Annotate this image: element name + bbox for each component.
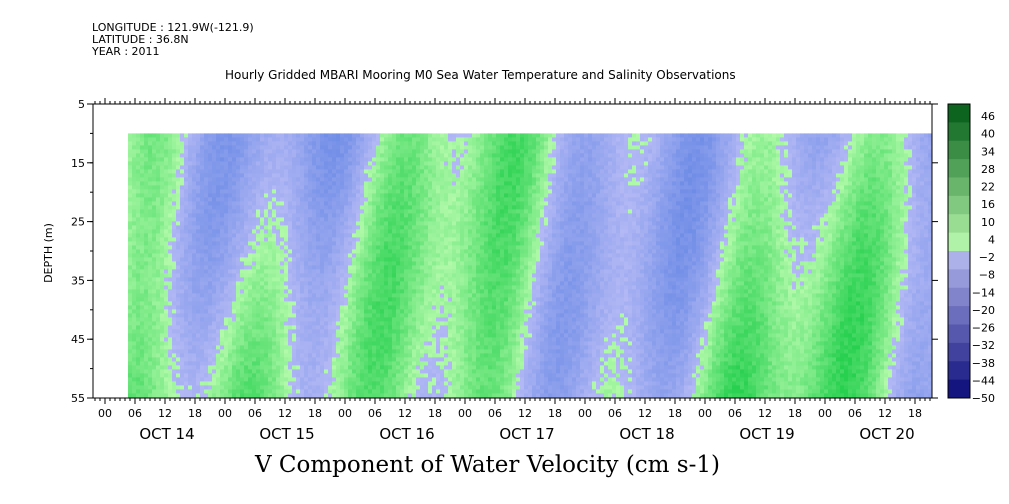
colorbar-segment bbox=[948, 269, 970, 289]
x-hour-label: 06 bbox=[248, 407, 262, 420]
colorbar-segment bbox=[948, 232, 970, 252]
x-hour-label: 06 bbox=[488, 407, 502, 420]
y-tick-label: 25 bbox=[71, 216, 85, 229]
x-hour-label: 18 bbox=[788, 407, 802, 420]
x-hour-label: 18 bbox=[668, 407, 682, 420]
x-date-label: OCT 19 bbox=[739, 425, 794, 443]
x-hour-label: 12 bbox=[158, 407, 172, 420]
colorbar-label: 22 bbox=[981, 181, 995, 194]
x-hour-label: 12 bbox=[638, 407, 652, 420]
heatmap-field bbox=[128, 133, 932, 398]
y-axis-label: DEPTH (m) bbox=[42, 223, 55, 283]
colorbar-segment bbox=[948, 104, 970, 123]
colorbar-label: −38 bbox=[972, 357, 995, 370]
y-tick-label: 45 bbox=[71, 333, 85, 346]
colorbar-label: 34 bbox=[981, 145, 995, 158]
x-hour-label: 12 bbox=[278, 407, 292, 420]
x-hour-label: 18 bbox=[548, 407, 562, 420]
x-date-label: OCT 16 bbox=[379, 425, 434, 443]
colorbar-label: −8 bbox=[979, 269, 995, 282]
x-hour-label: 06 bbox=[728, 407, 742, 420]
colorbar-label: −20 bbox=[972, 304, 995, 317]
colorbar-label: −50 bbox=[972, 392, 995, 405]
colorbar-segment bbox=[948, 140, 970, 160]
x-date-label: OCT 18 bbox=[619, 425, 674, 443]
colorbar-label: −32 bbox=[972, 339, 995, 352]
colorbar-segment bbox=[948, 177, 970, 197]
x-hour-label: 12 bbox=[398, 407, 412, 420]
x-hour-label: 12 bbox=[878, 407, 892, 420]
colorbar-label: 40 bbox=[981, 128, 995, 141]
x-hour-label: 00 bbox=[98, 407, 112, 420]
colorbar-segment bbox=[948, 361, 970, 381]
colorbar-label: −14 bbox=[972, 286, 995, 299]
longitude-label: LONGITUDE : 121.9W(-121.9) bbox=[92, 21, 254, 34]
x-hour-label: 06 bbox=[368, 407, 382, 420]
colorbar-segment bbox=[948, 195, 970, 215]
colorbar-label: −44 bbox=[972, 374, 995, 387]
x-hour-label: 12 bbox=[518, 407, 532, 420]
x-hour-label: 00 bbox=[698, 407, 712, 420]
x-hour-label: 18 bbox=[428, 407, 442, 420]
x-hour-label: 00 bbox=[578, 407, 592, 420]
y-tick-label: 55 bbox=[71, 392, 85, 405]
colorbar-segment bbox=[948, 251, 970, 270]
x-hour-label: 18 bbox=[908, 407, 922, 420]
x-hour-label: 12 bbox=[758, 407, 772, 420]
x-hour-label: 18 bbox=[188, 407, 202, 420]
x-hour-label: 00 bbox=[218, 407, 232, 420]
x-hour-label: 00 bbox=[458, 407, 472, 420]
x-date-label: OCT 14 bbox=[139, 425, 194, 443]
x-date-label: OCT 20 bbox=[859, 425, 914, 443]
metadata-block: LONGITUDE : 121.9W(-121.9) LATITUDE : 36… bbox=[92, 22, 254, 58]
colorbar-frame bbox=[947, 103, 971, 399]
colorbar-label: 4 bbox=[988, 233, 995, 246]
x-date-label: OCT 17 bbox=[499, 425, 554, 443]
year-label: YEAR : 2011 bbox=[92, 45, 160, 58]
colorbar-segment bbox=[948, 342, 970, 362]
x-hour-label: 06 bbox=[128, 407, 142, 420]
colorbar-segment bbox=[948, 306, 970, 325]
colorbar-segment bbox=[948, 122, 970, 142]
colorbar-segment bbox=[948, 324, 970, 344]
colorbar-label: 46 bbox=[981, 110, 995, 123]
latitude-label: LATITUDE : 36.8N bbox=[92, 33, 189, 46]
x-hour-label: 18 bbox=[308, 407, 322, 420]
chart-caption: V Component of Water Velocity (cm s-1) bbox=[255, 452, 720, 478]
colorbar-segment bbox=[948, 287, 970, 307]
colorbar-label: 28 bbox=[981, 163, 995, 176]
y-tick-label: 35 bbox=[71, 274, 85, 287]
x-date-label: OCT 15 bbox=[259, 425, 314, 443]
colorbar-label: −2 bbox=[979, 251, 995, 264]
y-tick-label: 5 bbox=[78, 98, 85, 111]
colorbar-segment bbox=[948, 379, 970, 399]
x-hour-label: 06 bbox=[608, 407, 622, 420]
colorbar-label: −26 bbox=[972, 322, 995, 335]
y-tick-label: 15 bbox=[71, 157, 85, 170]
colorbar-segment bbox=[948, 214, 970, 234]
colorbar-segment bbox=[948, 159, 970, 178]
chart-title: Hourly Gridded MBARI Mooring M0 Sea Wate… bbox=[225, 68, 736, 82]
colorbar-label: 16 bbox=[981, 198, 995, 211]
colorbar-label: 10 bbox=[981, 216, 995, 229]
x-hour-label: 00 bbox=[338, 407, 352, 420]
x-hour-label: 06 bbox=[848, 407, 862, 420]
x-hour-label: 00 bbox=[818, 407, 832, 420]
